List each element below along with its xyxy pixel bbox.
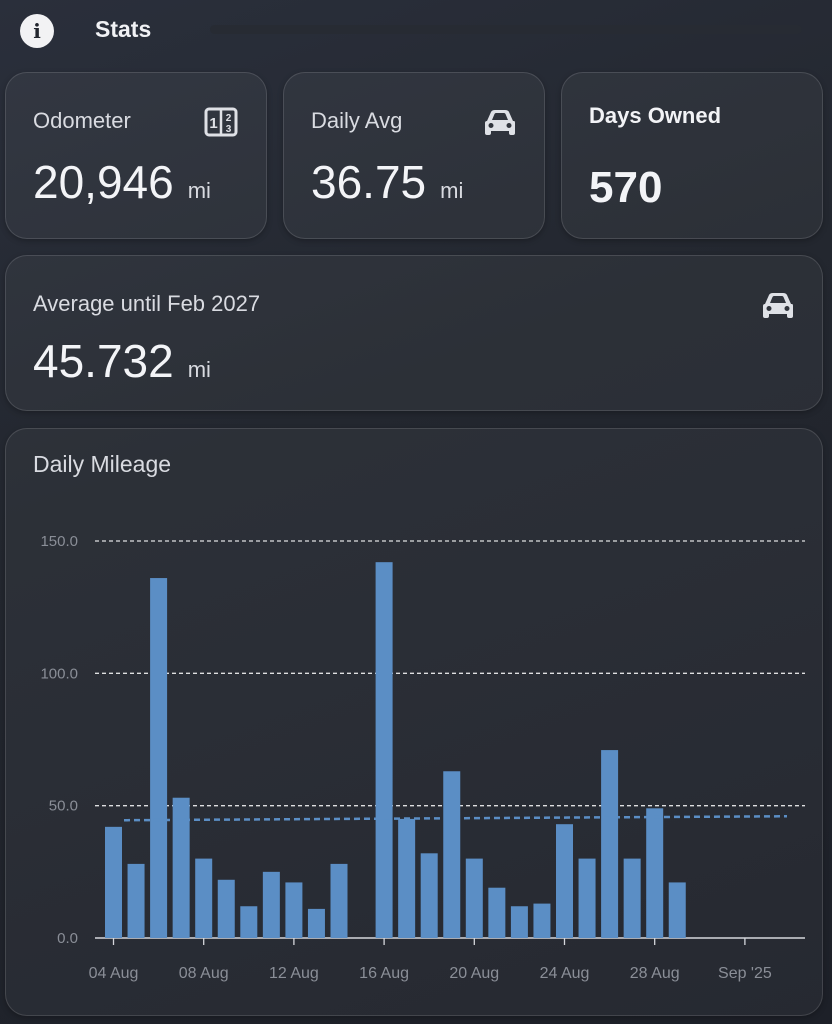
header: i Stats [0,0,832,62]
daily-avg-unit: mi [440,178,464,203]
days-owned-title: Days Owned [589,103,722,128]
odometer-icon: 1 2 3 [204,107,238,137]
daily-mileage-card[interactable]: Daily Mileage [5,428,823,1016]
svg-text:2: 2 [226,113,232,124]
average-until-card[interactable]: Average until Feb 2027 45.732 mi [5,255,823,411]
car-icon [763,293,793,318]
svg-text:3: 3 [226,124,232,135]
svg-text:1: 1 [209,115,217,132]
odometer-card[interactable]: Odometer 1 2 3 20,946 mi [5,72,267,239]
page-title: Stats [95,16,152,42]
days-owned-card[interactable]: Days Owned 570 [561,72,823,239]
daily-avg-value: 36.75 mi [311,156,464,208]
average-until-title: Average until Feb 2027 [33,291,261,316]
average-until-unit: mi [187,357,211,382]
odometer-unit: mi [187,178,211,203]
info-icon[interactable]: i [20,14,54,48]
odometer-title: Odometer [33,108,131,133]
daily-avg-card[interactable]: Daily Avg 36.75 mi [283,72,545,239]
header-progress-bar [210,25,802,34]
odometer-value: 20,946 mi [33,156,211,208]
chart-title: Daily Mileage [33,451,172,477]
days-owned-value: 570 [589,163,663,212]
car-icon [485,110,515,135]
daily-avg-title: Daily Avg [311,108,403,133]
average-until-value: 45.732 mi [33,335,211,387]
